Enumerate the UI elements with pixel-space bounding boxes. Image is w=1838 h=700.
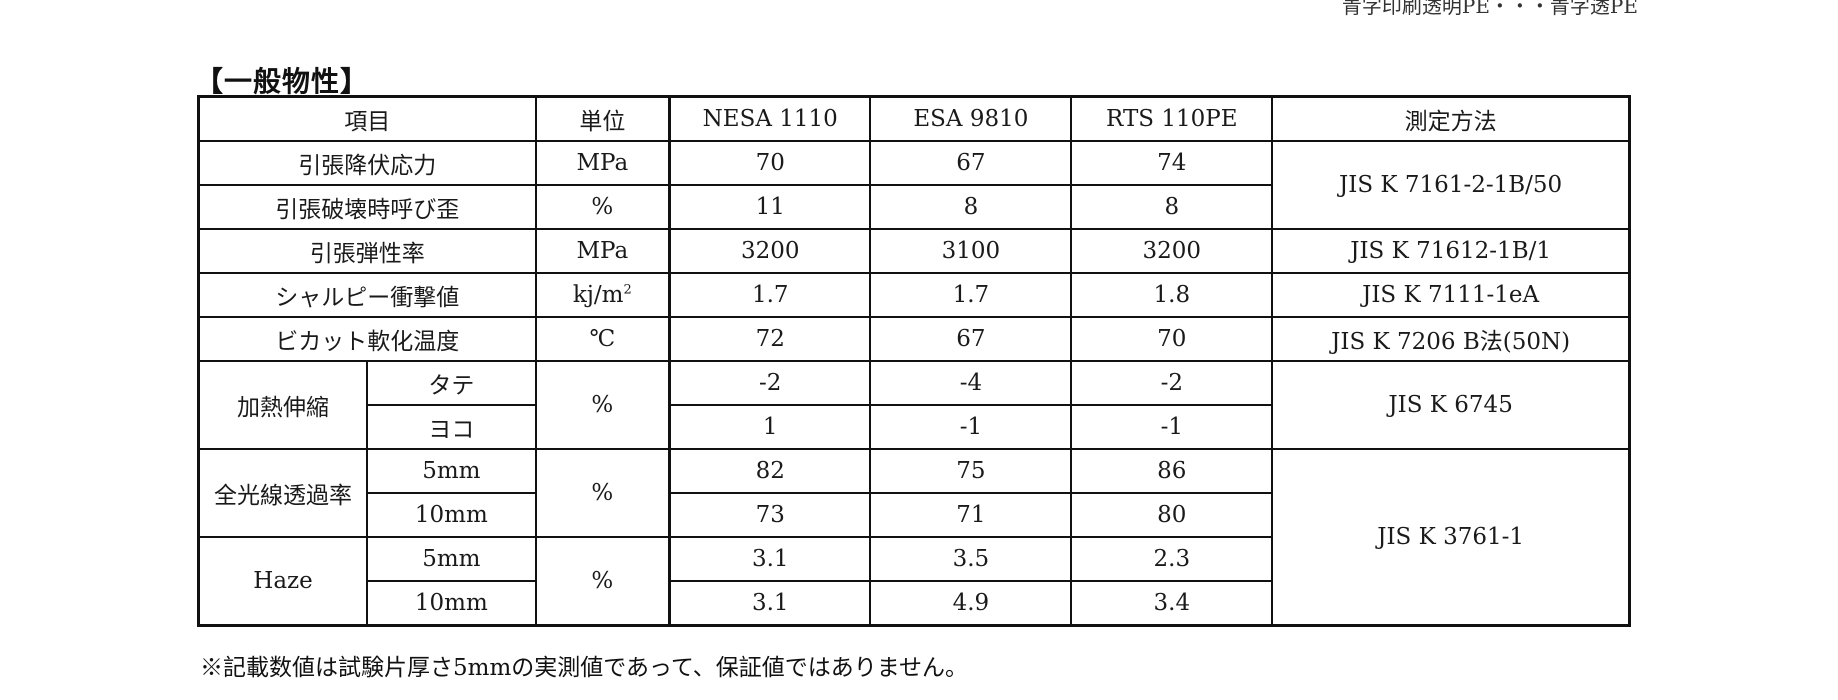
- value-cell: 4.9: [869, 580, 1073, 627]
- table-row: 全光線透過率 5mm % 82 75 86 JIS K 3761-1: [197, 448, 1631, 627]
- row-label: ビカット軟化温度: [197, 316, 537, 362]
- value-cell: 3.1: [668, 536, 872, 582]
- header-rts: RTS 110PE: [1070, 95, 1274, 142]
- row-label: Haze: [197, 536, 369, 627]
- page-header: 青字印刷透明PE・・・青字透PE: [1341, 0, 1638, 18]
- unit-cell: MPa: [534, 228, 671, 274]
- value-cell: 71: [869, 492, 1073, 538]
- unit-superscript: 2: [623, 282, 632, 298]
- unit-base: kj/m: [572, 282, 624, 308]
- row-label: シャルピー衝撃値: [197, 272, 537, 318]
- sub-label: 10mm: [366, 580, 537, 627]
- properties-table: 項目 単位 NESA 1110 ESA 9810 RTS 110PE 測定方法 …: [197, 95, 1631, 627]
- value-cell: 3.4: [1070, 580, 1274, 627]
- value-cell: 2.3: [1070, 536, 1274, 582]
- value-cell: -2: [668, 360, 872, 406]
- table-row: ヨコ 1 -1 -1: [199, 404, 1630, 450]
- row-label: 引張降伏応力: [197, 140, 537, 186]
- table-row: ビカット軟化温度 ℃ 72 67 70 JIS K 7206 B法(50N): [197, 316, 1631, 362]
- unit-cell: %: [534, 448, 671, 538]
- method-cell: JIS K 6745: [1271, 360, 1631, 450]
- header-unit: 単位: [534, 95, 671, 142]
- value-cell: 70: [1070, 316, 1274, 362]
- value-cell: -1: [1070, 404, 1274, 450]
- value-cell: 3100: [869, 228, 1073, 274]
- table-row: 10mm 73 71 80: [199, 492, 1630, 538]
- method-cell: JIS K 7161-2-1B/50: [1271, 140, 1631, 230]
- value-cell: 8: [869, 184, 1073, 230]
- method-cell: JIS K 3761-1: [1271, 448, 1631, 627]
- value-cell: 1.7: [869, 272, 1073, 318]
- value-cell: 3.5: [869, 536, 1073, 582]
- sub-label: 5mm: [366, 536, 537, 582]
- value-cell: 1: [668, 404, 872, 450]
- value-cell: 74: [1070, 140, 1274, 186]
- table-row: 引張破壊時呼び歪 % 11 8 8: [197, 184, 1630, 230]
- table-row: 10mm 3.1 4.9 3.4: [199, 580, 1630, 627]
- value-cell: 82: [668, 448, 872, 494]
- method-cell: JIS K 71612-1B/1: [1271, 228, 1631, 274]
- row-label: 全光線透過率: [197, 448, 369, 538]
- value-cell: 86: [1070, 448, 1274, 494]
- value-cell: 11: [668, 184, 872, 230]
- row-label: 引張弾性率: [197, 228, 537, 274]
- header-item: 項目: [197, 95, 537, 142]
- value-cell: 70: [668, 140, 872, 186]
- unit-cell: MPa: [534, 140, 671, 186]
- value-cell: 1.7: [668, 272, 872, 318]
- sub-label: 5mm: [366, 448, 537, 494]
- sub-label: タテ: [366, 360, 537, 406]
- method-cell: JIS K 7206 B法(50N): [1271, 316, 1631, 362]
- header-row: 項目 単位 NESA 1110 ESA 9810 RTS 110PE 測定方法: [197, 95, 1631, 142]
- unit-cell: %: [534, 536, 671, 627]
- section-title: 【一般物性】: [195, 65, 370, 98]
- value-cell: 3200: [1070, 228, 1274, 274]
- value-cell: 72: [668, 316, 872, 362]
- unit-cell: %: [534, 360, 671, 450]
- value-cell: -2: [1070, 360, 1274, 406]
- method-cell: JIS K 7111-1eA: [1271, 272, 1631, 318]
- sub-label: ヨコ: [366, 404, 537, 450]
- value-cell: 67: [869, 316, 1073, 362]
- footnote: ※記載数値は試験片厚さ5mmの実測値であって、保証値ではありません。: [200, 655, 969, 681]
- value-cell: -1: [869, 404, 1073, 450]
- row-label: 加熱伸縮: [197, 360, 369, 450]
- value-cell: 80: [1070, 492, 1274, 538]
- unit-cell: kj/m2: [534, 272, 671, 318]
- table-row: 加熱伸縮 タテ % -2 -4 -2 JIS K 6745: [197, 360, 1631, 450]
- unit-cell: %: [534, 184, 671, 230]
- value-cell: 73: [668, 492, 872, 538]
- row-label: 引張破壊時呼び歪: [197, 184, 537, 230]
- value-cell: 75: [869, 448, 1073, 494]
- value-cell: 67: [869, 140, 1073, 186]
- table-row: シャルピー衝撃値 kj/m2 1.7 1.7 1.8 JIS K 7111-1e…: [197, 272, 1631, 318]
- value-cell: -4: [869, 360, 1073, 406]
- header-nesa: NESA 1110: [668, 95, 872, 142]
- table-row: Haze 5mm % 3.1 3.5 2.3: [197, 536, 1630, 627]
- sub-label: 10mm: [366, 492, 537, 538]
- value-cell: 1.8: [1070, 272, 1274, 318]
- table-row: 引張弾性率 MPa 3200 3100 3200 JIS K 71612-1B/…: [197, 228, 1631, 274]
- header-esa: ESA 9810: [869, 95, 1073, 142]
- header-method: 測定方法: [1271, 95, 1631, 142]
- value-cell: 3.1: [668, 580, 872, 627]
- unit-cell: ℃: [534, 316, 671, 362]
- table-row: 引張降伏応力 MPa 70 67 74 JIS K 7161-2-1B/50: [197, 140, 1631, 230]
- value-cell: 3200: [668, 228, 872, 274]
- value-cell: 8: [1070, 184, 1274, 230]
